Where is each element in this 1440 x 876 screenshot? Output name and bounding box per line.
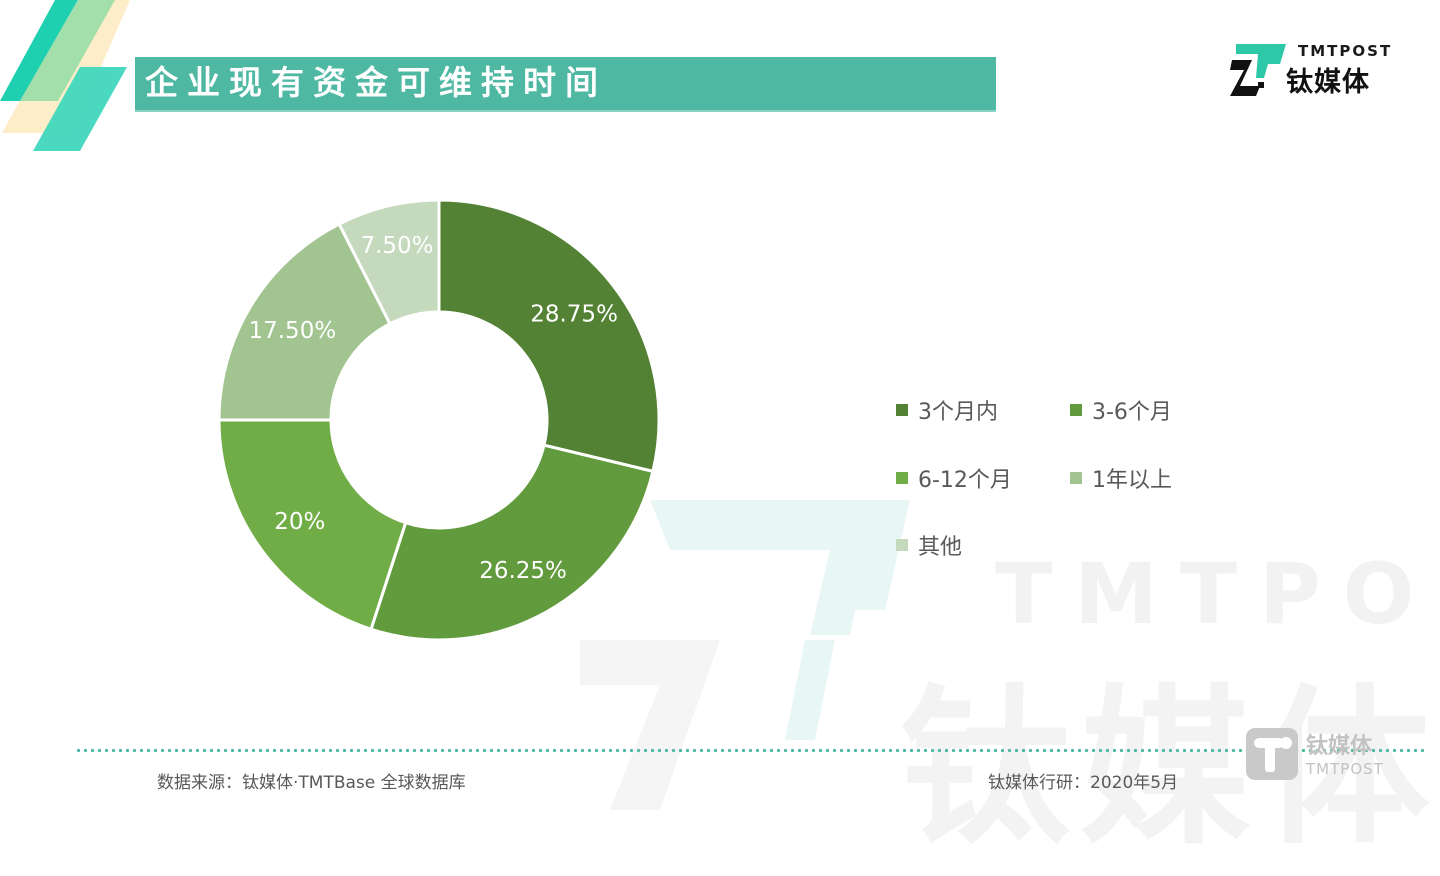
legend-item: 6-12个月 <box>896 462 1012 494</box>
donut-slice <box>369 443 655 642</box>
slice-label: 17.50% <box>248 318 336 344</box>
legend-swatch-icon <box>896 472 908 484</box>
watermark-text-en: TMTPOST <box>995 545 1440 643</box>
legend-label: 3个月内 <box>918 400 998 425</box>
slice-label: 26.25% <box>479 558 567 584</box>
legend-item: 1年以上 <box>1070 462 1172 494</box>
legend-swatch-icon <box>896 539 908 551</box>
legend-label: 1年以上 <box>1092 468 1172 493</box>
report-date: 钛媒体行研：2020年5月 <box>988 773 1179 793</box>
slice-label: 20% <box>274 509 325 535</box>
footer-logo-en: TMTPOST <box>1306 760 1384 778</box>
page-title: 企业现有资金可维持时间 <box>145 63 607 102</box>
legend-item: 3个月内 <box>896 394 998 426</box>
logo-text-cn: 钛媒体 <box>1286 67 1370 98</box>
donut-slice <box>437 198 661 474</box>
legend-item: 3-6个月 <box>1070 394 1172 426</box>
legend-item: 其他 <box>896 529 962 561</box>
logo-text-en: TMTPOST <box>1298 42 1393 60</box>
legend-label: 其他 <box>918 535 963 560</box>
legend-swatch-icon <box>1070 472 1082 484</box>
slice-label: 7.50% <box>360 233 433 259</box>
brand-logo: TMTPOST 钛媒体 <box>1230 42 1390 102</box>
data-source: 数据来源：钛媒体·TMTBase 全球数据库 <box>157 773 466 793</box>
donut-slice <box>217 221 392 422</box>
legend-label: 6-12个月 <box>918 468 1012 493</box>
legend-swatch-icon <box>1070 404 1082 416</box>
slice-label: 28.75% <box>530 302 618 328</box>
donut-slice <box>337 198 441 326</box>
tmtpost-logo-icon <box>1230 44 1286 96</box>
footer-logo: 钛媒体 TMTPOST <box>1246 728 1406 784</box>
legend-swatch-icon <box>896 404 908 416</box>
footer-divider <box>75 748 1425 753</box>
watermark-logo-shape <box>580 500 910 810</box>
donut-slice <box>217 418 408 632</box>
footer-logo-cn: 钛媒体 <box>1306 734 1373 759</box>
donut-chart: 28.75% 26.25% 20% 17.50% 7.50% <box>217 198 661 642</box>
tmtpost-t-icon <box>1246 728 1298 780</box>
decorative-shapes <box>0 0 140 160</box>
legend-label: 3-6个月 <box>1092 400 1172 425</box>
title-bar: 企业现有资金可维持时间 <box>135 57 996 112</box>
